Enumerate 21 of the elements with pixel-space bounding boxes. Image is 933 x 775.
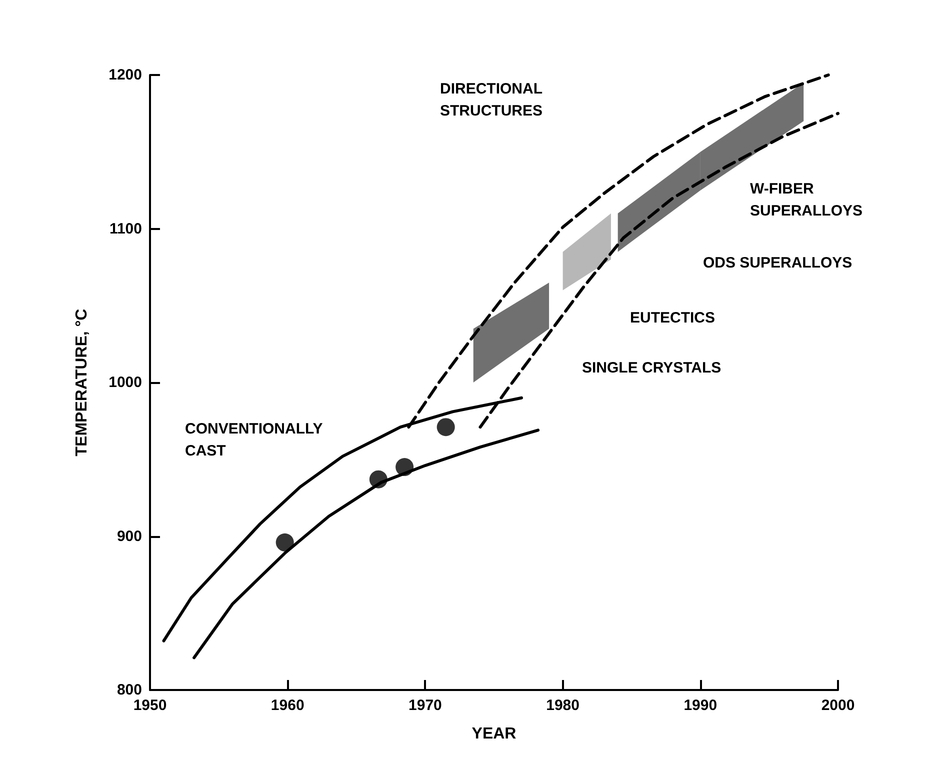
x-tick-label: 2000 [821,697,855,714]
x-tick-label: 1960 [270,697,304,714]
y-tick-label: 1000 [108,374,142,391]
annotation: DIRECTIONAL STRUCTURES [440,80,543,120]
x-axis-title: YEAR [472,726,517,742]
y-tick-label: 1200 [108,66,142,84]
y-tick-label: 1100 [109,220,142,238]
x-tick-label: 1970 [408,697,442,714]
x-tick-label: 1950 [133,697,167,714]
y-tick-label: 900 [116,528,142,545]
x-tick-label: 1990 [684,697,718,714]
y-axis-title: TEMPERATURE, °C [74,308,90,456]
annotation: EUTECTICS [630,310,716,326]
annotation: W-FIBER SUPERALLOYS [750,180,863,220]
annotation: SINGLE CRYSTALS [582,360,722,376]
annotation: ODS SUPERALLOYS [703,254,852,272]
annotation: CONVENTIONALLY CAST [185,420,323,460]
x-tick-label: 1980 [546,697,580,714]
point [436,418,455,436]
point [276,533,294,552]
y-tick-label: 800 [116,682,142,698]
